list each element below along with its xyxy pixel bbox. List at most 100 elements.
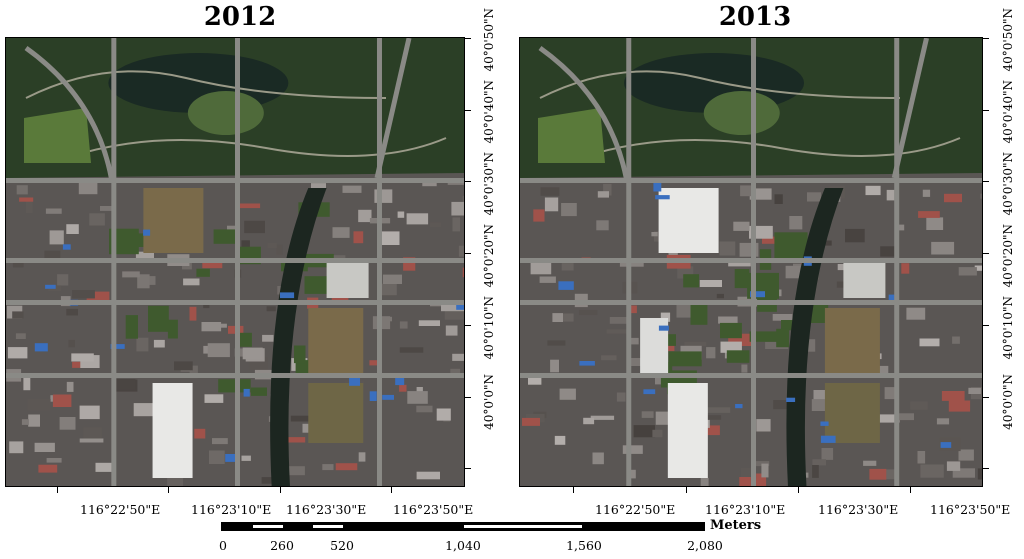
- building: [57, 274, 69, 286]
- white-complex: [326, 258, 369, 298]
- road: [24, 45, 114, 179]
- building: [189, 365, 198, 379]
- building: [812, 459, 826, 466]
- road: [235, 38, 240, 486]
- building: [789, 216, 803, 230]
- building: [629, 305, 637, 314]
- satellite-image-2013: [520, 38, 982, 486]
- building: [533, 209, 545, 222]
- building: [286, 437, 306, 443]
- blue-roof: [349, 377, 360, 386]
- building: [45, 208, 62, 214]
- lat-label-2012-2: 40°0'30"N: [482, 152, 496, 216]
- building: [836, 281, 845, 288]
- green-patch: [776, 328, 790, 348]
- large-white-building: [152, 383, 193, 478]
- building: [182, 263, 192, 270]
- building: [261, 477, 279, 484]
- building: [44, 250, 61, 259]
- building: [554, 435, 566, 445]
- scale-label-1560: 1,560: [566, 538, 602, 553]
- building: [920, 464, 944, 478]
- building: [399, 384, 407, 392]
- building: [601, 355, 617, 361]
- building: [863, 460, 877, 466]
- building: [416, 471, 440, 480]
- green-patch: [690, 300, 708, 325]
- lon-label-2013-3: 116°23'50"E: [930, 502, 1011, 517]
- blue-roof: [62, 244, 71, 250]
- building: [968, 387, 981, 394]
- building: [739, 477, 751, 486]
- building: [944, 193, 962, 203]
- building: [952, 336, 960, 344]
- building: [616, 392, 626, 402]
- building: [290, 415, 314, 422]
- building: [684, 341, 707, 347]
- panel-title-2012: 2012: [203, 2, 277, 32]
- building: [627, 469, 636, 479]
- building: [19, 197, 34, 202]
- green-patch: [726, 350, 750, 363]
- blue-roof: [655, 195, 670, 200]
- blue-roof: [735, 404, 743, 409]
- white-complex: [843, 258, 886, 298]
- building: [522, 417, 540, 426]
- building: [550, 359, 559, 373]
- scale-label-520: 520: [330, 538, 354, 553]
- lat-label-2013-5: 40°0'0"N: [1001, 374, 1015, 430]
- building: [95, 462, 114, 472]
- lat-label-2012-3: 40°0'20"N: [482, 224, 496, 288]
- building: [946, 461, 961, 471]
- bare-field: [308, 308, 364, 378]
- lat-label-2013-4: 40°0'10"N: [1001, 296, 1015, 360]
- blue-roof: [243, 388, 250, 397]
- satellite-map-2012: [5, 37, 465, 487]
- building: [699, 280, 722, 287]
- building: [66, 308, 78, 316]
- satellite-map-2013: [519, 37, 983, 487]
- building: [676, 303, 695, 318]
- lat-label-2013-2: 40°0'30"N: [1001, 152, 1015, 216]
- park-path: [25, 70, 387, 99]
- building: [652, 429, 663, 438]
- building: [578, 309, 598, 316]
- building: [12, 311, 24, 319]
- building: [112, 379, 136, 390]
- blue-roof: [786, 397, 796, 402]
- building: [79, 405, 100, 420]
- building: [358, 209, 372, 223]
- building: [845, 228, 865, 243]
- lon-label-2012-1: 116°23'10"E: [191, 502, 272, 517]
- scale-label-1040: 1,040: [445, 538, 481, 553]
- building: [78, 181, 98, 195]
- satellite-image-2012: [6, 38, 464, 486]
- building: [922, 189, 931, 197]
- building: [399, 347, 424, 353]
- building: [452, 353, 464, 361]
- park-lawn: [187, 91, 264, 135]
- building: [807, 192, 822, 202]
- building: [381, 283, 397, 296]
- building: [974, 265, 982, 271]
- scale-label-260: 260: [270, 538, 294, 553]
- building: [136, 337, 149, 352]
- building: [12, 261, 24, 268]
- building: [28, 414, 40, 427]
- building: [592, 452, 604, 465]
- green-patch: [251, 387, 267, 396]
- blue-roof: [888, 294, 896, 303]
- building: [719, 241, 736, 256]
- building: [958, 449, 974, 461]
- building: [49, 230, 64, 245]
- park-path: [539, 70, 901, 99]
- building: [241, 240, 250, 253]
- building: [837, 264, 849, 271]
- building: [544, 197, 559, 212]
- lon-label-2012-0: 116°22'50"E: [80, 502, 161, 517]
- park-lawn: [703, 91, 780, 135]
- building: [918, 211, 940, 218]
- road: [891, 38, 929, 179]
- building: [153, 339, 165, 348]
- building: [133, 403, 154, 417]
